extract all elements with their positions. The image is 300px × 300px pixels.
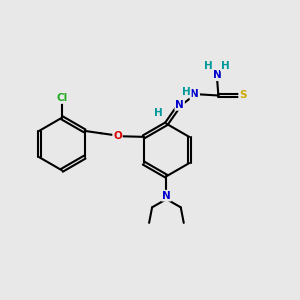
Text: N: N <box>175 100 184 110</box>
Text: H: H <box>204 61 212 71</box>
Text: O: O <box>113 131 122 141</box>
Text: S: S <box>239 91 247 100</box>
Text: N: N <box>190 89 199 99</box>
Text: H: H <box>182 87 191 97</box>
Text: N: N <box>212 70 221 80</box>
Text: H: H <box>221 61 230 70</box>
Text: H: H <box>154 108 162 118</box>
Text: Cl: Cl <box>56 93 68 103</box>
Text: N: N <box>162 191 171 201</box>
